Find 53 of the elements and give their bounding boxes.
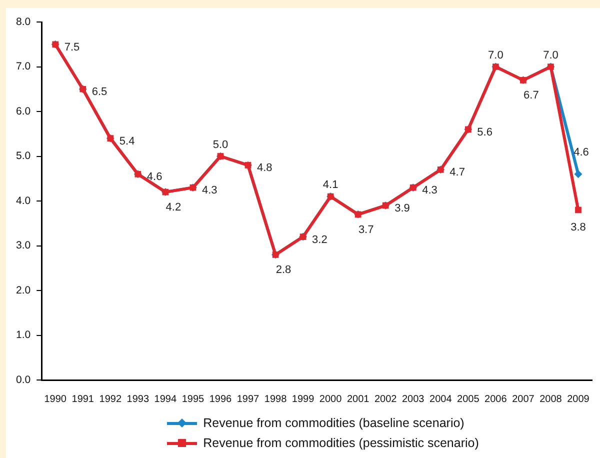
data-label: 4.6 — [146, 171, 162, 184]
y-tick-label: 3.0 — [16, 240, 31, 252]
x-tick-label: 2007 — [512, 394, 535, 405]
legend-label: Revenue from commodities (baseline scenario) — [203, 416, 464, 430]
x-tick-label: 1993 — [126, 394, 150, 405]
data-label: 2.8 — [276, 264, 292, 276]
data-label: 5.4 — [119, 135, 135, 148]
y-tick-label: 0.0 — [16, 374, 31, 386]
data-label: 4.7 — [450, 166, 465, 179]
data-label: 4.8 — [257, 162, 272, 174]
data-label: 4.3 — [202, 184, 218, 197]
y-tick-label: 6.0 — [16, 105, 31, 118]
data-label: 3.2 — [312, 234, 328, 246]
x-tick-label: 2005 — [457, 394, 480, 405]
legend-label: Revenue from commodities (pessimistic scenario) — [203, 436, 479, 450]
x-tick-label: 2009 — [567, 394, 590, 405]
data-label: 4.2 — [166, 202, 182, 214]
data-label: 4.3 — [422, 184, 438, 197]
data-label: 5.6 — [477, 126, 492, 138]
x-tick-label: 1996 — [209, 394, 232, 405]
data-label: 4.1 — [322, 179, 338, 192]
data-label: 6.7 — [524, 90, 539, 102]
data-label: 7.5 — [64, 41, 80, 54]
data-label: 7.0 — [543, 49, 558, 62]
x-tick-label: 2003 — [402, 394, 425, 405]
x-tick-label: 2004 — [430, 394, 452, 405]
x-tick-label: 2000 — [319, 394, 342, 405]
y-tick-label: 1.0 — [16, 329, 31, 342]
point — [574, 170, 582, 178]
x-tick-label: 1998 — [264, 394, 288, 405]
x-tick-label: 1991 — [72, 394, 94, 405]
x-tick-label: 1990 — [44, 394, 67, 405]
data-label: 3.7 — [358, 224, 374, 236]
x-tick-label: 2002 — [374, 394, 398, 405]
x-tick-label: 1994 — [154, 394, 177, 405]
data-label: 3.8 — [570, 221, 586, 234]
y-tick-label: 2.0 — [16, 284, 31, 296]
point — [575, 206, 582, 214]
data-label: 6.5 — [92, 86, 108, 98]
y-tick-label: 7.0 — [16, 60, 31, 73]
data-label: 7.0 — [488, 49, 504, 62]
y-tick-label: 4.0 — [16, 194, 31, 207]
data-label: 5.0 — [212, 138, 228, 151]
y-tick-label: 5.0 — [16, 150, 31, 162]
x-tick-label: 1995 — [182, 394, 205, 405]
y-tick-label: 8.0 — [16, 16, 31, 28]
x-tick-label: 2001 — [346, 394, 370, 405]
x-tick-label: 1999 — [292, 394, 315, 405]
data-label: 3.9 — [394, 202, 410, 215]
x-tick-label: 1997 — [236, 394, 260, 405]
x-tick-label: 2008 — [540, 394, 562, 405]
x-tick-label: 2006 — [484, 394, 508, 405]
x-tick-label: 1992 — [99, 394, 122, 405]
